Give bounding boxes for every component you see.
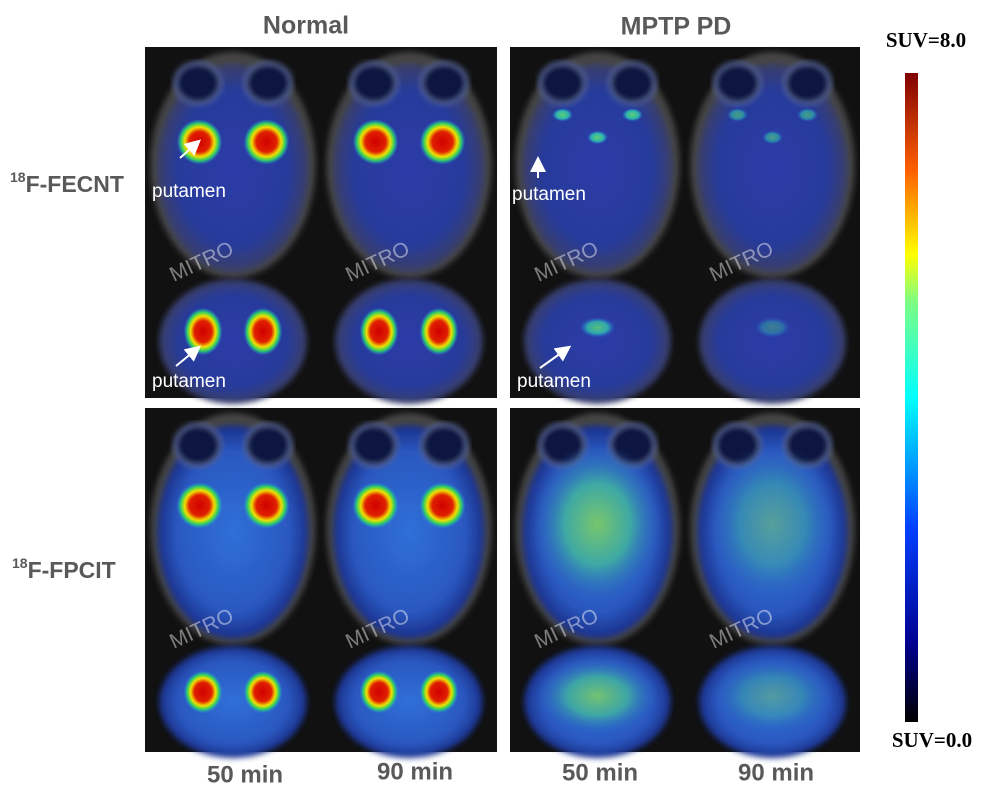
superscript: 18 [10, 169, 26, 185]
uptake [419, 482, 466, 529]
uptake [359, 670, 399, 714]
uptake [706, 442, 839, 606]
uptake [419, 119, 466, 165]
pet-panel: MITRO MITRO [145, 408, 497, 758]
uptake [711, 656, 834, 736]
pet-panel: MITRO MITRO [145, 47, 497, 404]
uptake [552, 108, 573, 122]
uptake [183, 670, 223, 714]
uptake [536, 656, 659, 736]
brain [157, 425, 309, 639]
uptake [531, 442, 664, 606]
eye [608, 61, 657, 106]
uptake [359, 307, 399, 356]
uptake [352, 119, 399, 165]
uptake [352, 482, 399, 529]
eye [419, 422, 469, 468]
uptake [580, 317, 615, 338]
eye [173, 422, 223, 468]
uptake [755, 317, 790, 338]
superscript: 18 [12, 555, 28, 571]
eye [783, 61, 832, 106]
row-label: 18F-FECNT [10, 169, 124, 197]
brain [335, 279, 483, 404]
eye [419, 61, 469, 106]
brain [333, 425, 485, 639]
brain [157, 64, 309, 272]
colorbar-max: SUV=8.0 [886, 28, 966, 52]
column-header: Normal [263, 12, 349, 40]
uptake [587, 130, 608, 145]
pet-panel: MITRO MITRO [510, 47, 860, 404]
eye [243, 422, 293, 468]
annotation: putamen [152, 371, 226, 392]
brain [333, 64, 485, 272]
brain [699, 279, 846, 404]
time-label: 50 min [562, 759, 638, 786]
time-label: 50 min [207, 761, 283, 788]
eye [538, 61, 587, 106]
time-label: 90 min [738, 759, 814, 786]
uptake [243, 307, 283, 356]
uptake [622, 108, 643, 122]
arrow [179, 139, 201, 159]
pet-panel: MITRO MITRO [510, 408, 860, 758]
eye [349, 61, 399, 106]
colorbar [905, 73, 918, 722]
eye [243, 61, 293, 106]
eye [349, 422, 399, 468]
time-label: 90 min [377, 758, 453, 785]
tracer: F-FECNT [26, 171, 124, 197]
brain [159, 646, 307, 758]
annotation: putamen [152, 181, 226, 202]
uptake [243, 670, 283, 714]
uptake [797, 108, 818, 122]
column-header: MPTP PD [621, 13, 732, 41]
uptake [183, 307, 223, 356]
uptake [762, 130, 783, 145]
uptake [243, 119, 290, 165]
uptake [419, 670, 459, 714]
annotation: putamen [512, 184, 586, 205]
eye [713, 61, 762, 106]
uptake [243, 482, 290, 529]
brain [524, 279, 671, 404]
uptake [176, 482, 223, 529]
colorbar-min: SUV=0.0 [892, 728, 972, 752]
tracer: F-FPCIT [28, 557, 116, 583]
brain [335, 646, 483, 758]
uptake [419, 307, 459, 356]
annotation: putamen [517, 371, 591, 392]
eye [173, 61, 223, 106]
row-label: 18F-FPCIT [12, 555, 116, 583]
arrow [539, 345, 572, 369]
arrow [175, 345, 202, 367]
uptake [727, 108, 748, 122]
